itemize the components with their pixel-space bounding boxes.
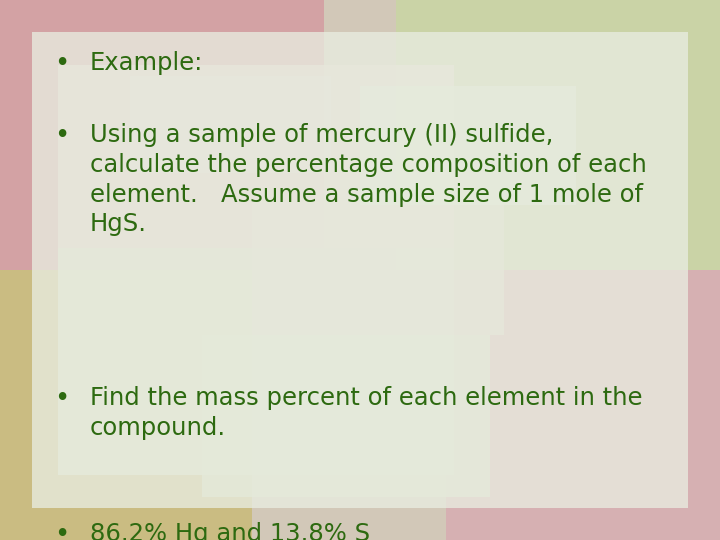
Bar (396, 0, 720, 270)
Bar (252, 200, 504, 335)
Bar (360, 86, 576, 205)
Text: •: • (54, 51, 69, 77)
Bar (58, 65, 454, 248)
Text: Example:: Example: (90, 51, 203, 75)
Text: 86.2% Hg and 13.8% S: 86.2% Hg and 13.8% S (90, 522, 370, 540)
Text: Find the mass percent of each element in the
compound.: Find the mass percent of each element in… (90, 386, 642, 440)
Bar (446, 270, 720, 540)
Bar (0, 0, 324, 270)
Bar (58, 248, 454, 475)
Bar (0, 270, 252, 540)
Text: •: • (54, 123, 69, 149)
Bar (130, 76, 331, 173)
FancyBboxPatch shape (32, 32, 688, 508)
Text: •: • (54, 522, 69, 540)
Bar (202, 335, 490, 497)
Text: Using a sample of mercury (II) sulfide,
calculate the percentage composition of : Using a sample of mercury (II) sulfide, … (90, 123, 647, 236)
Text: •: • (54, 386, 69, 412)
